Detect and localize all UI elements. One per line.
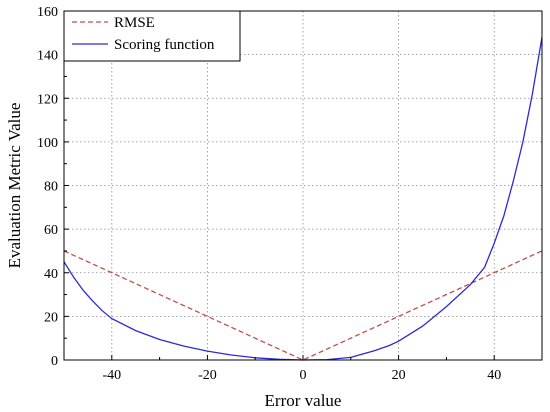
y-tick-label: 120	[37, 92, 58, 107]
y-tick-label: 140	[37, 49, 58, 64]
y-tick-label: 20	[44, 310, 58, 325]
x-tick-label: 20	[392, 368, 406, 383]
y-axis-title: Evaluation Metric Value	[5, 103, 24, 269]
x-tick-label: 0	[300, 368, 307, 383]
y-tick-label: 80	[44, 180, 58, 195]
y-tick-label: 160	[37, 5, 58, 20]
y-tick-label: 100	[37, 136, 58, 151]
y-tick-label: 60	[44, 223, 58, 238]
y-tick-label: 0	[51, 354, 58, 369]
y-tick-label: 40	[44, 267, 58, 282]
x-tick-label: -40	[102, 368, 121, 383]
x-tick-label: -20	[198, 368, 217, 383]
legend-label-scoring-function: Scoring function	[114, 37, 215, 53]
legend-label-rmse: RMSE	[114, 15, 155, 31]
grid-layer	[64, 11, 542, 360]
legend-box	[63, 10, 241, 62]
tick-layer: -40 -20 0 20 40 0 20 40 60 80 100 120 140 160	[37, 5, 501, 383]
x-tick-label: 40	[487, 368, 501, 383]
x-axis-title: Error value	[265, 391, 342, 410]
legend: RMSE Scoring function	[63, 10, 241, 62]
